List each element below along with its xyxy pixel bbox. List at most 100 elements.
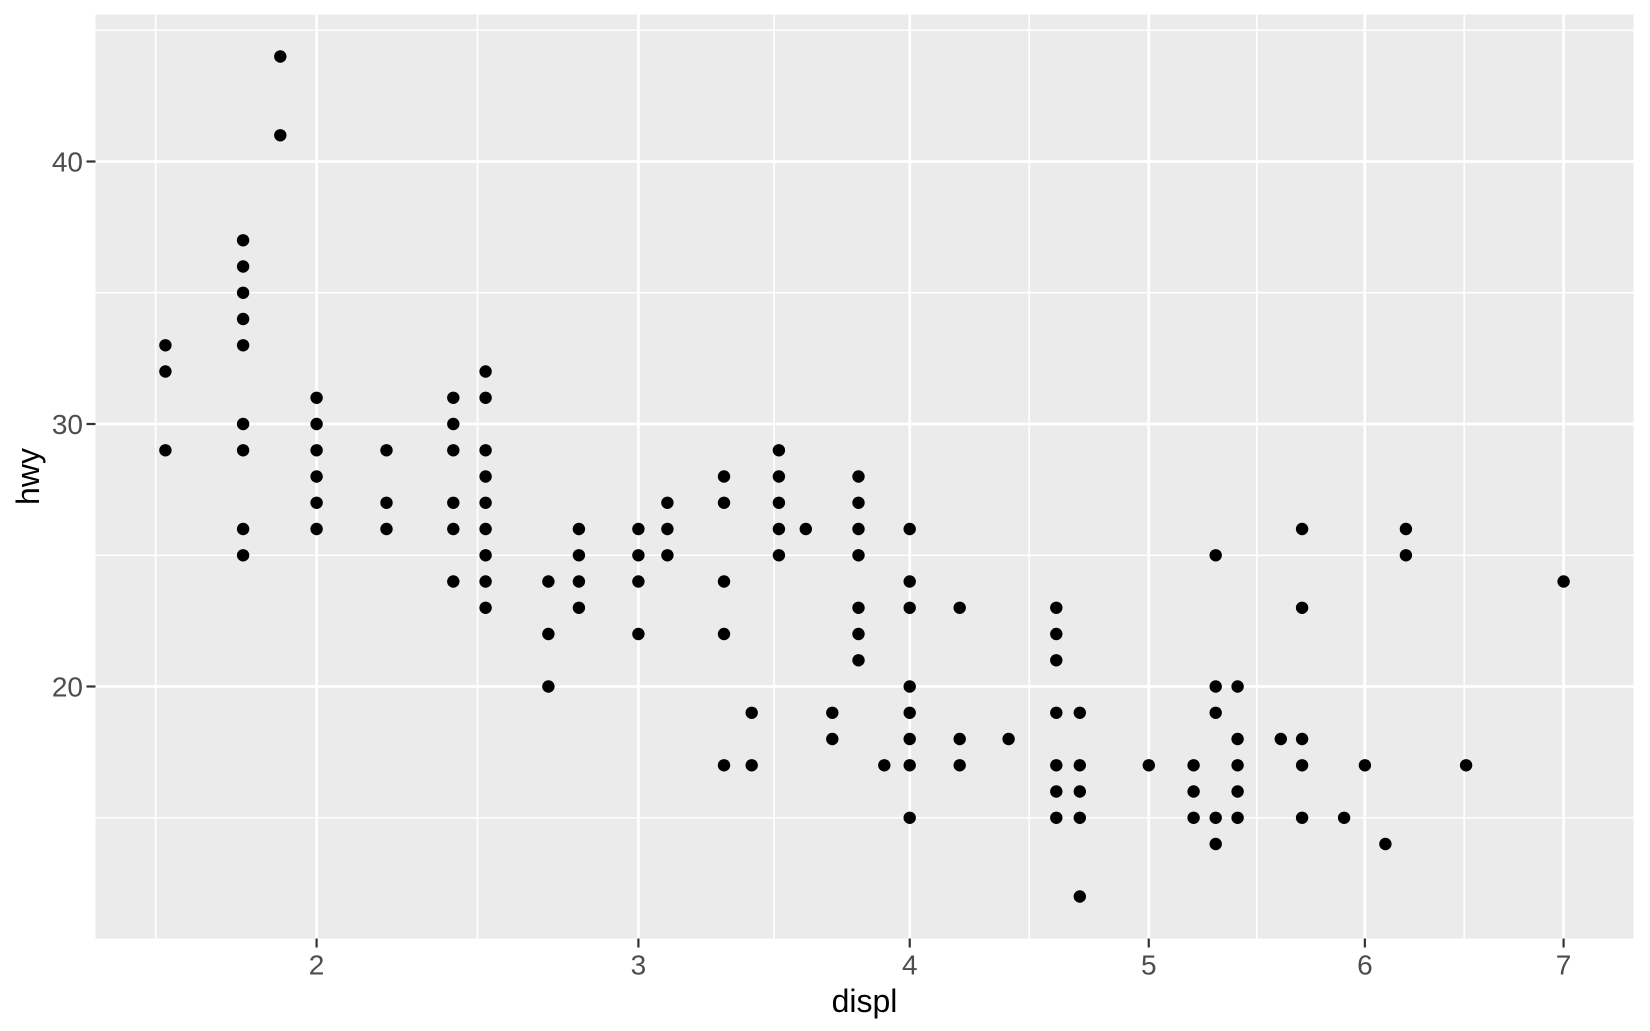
y-tick-label: 20 xyxy=(52,672,83,703)
data-point xyxy=(479,575,492,588)
data-point xyxy=(542,575,555,588)
data-point xyxy=(852,549,865,562)
data-point xyxy=(236,522,250,536)
data-point xyxy=(447,391,460,404)
x-tick-label: 2 xyxy=(309,950,325,981)
data-point xyxy=(1337,811,1351,824)
data-point xyxy=(1358,759,1372,772)
data-point xyxy=(1002,732,1015,746)
data-point xyxy=(1231,785,1244,798)
data-point xyxy=(953,601,966,614)
data-point xyxy=(1231,759,1244,772)
y-tick-label: 30 xyxy=(52,409,83,440)
data-point xyxy=(236,339,250,352)
data-point xyxy=(1295,522,1309,536)
data-point xyxy=(661,549,674,562)
data-point xyxy=(717,496,731,509)
data-point xyxy=(479,391,492,404)
data-point xyxy=(903,706,916,719)
data-point xyxy=(479,444,492,457)
data-point xyxy=(572,522,586,536)
data-point xyxy=(852,522,865,536)
data-point xyxy=(479,549,492,562)
data-point xyxy=(310,444,323,457)
data-point xyxy=(447,496,460,509)
data-point xyxy=(1050,627,1063,641)
data-point xyxy=(1295,811,1309,824)
data-point xyxy=(1050,785,1063,798)
data-point xyxy=(1557,575,1570,588)
data-point xyxy=(717,759,731,772)
data-point xyxy=(274,129,287,142)
data-point xyxy=(479,365,492,378)
data-point xyxy=(1231,732,1244,746)
data-point xyxy=(852,496,865,509)
data-point xyxy=(1274,732,1288,746)
x-axis-title: displ xyxy=(832,983,898,1019)
data-point xyxy=(447,444,460,457)
data-point xyxy=(799,522,812,536)
data-point xyxy=(1209,706,1222,719)
data-point xyxy=(903,522,916,536)
data-point xyxy=(1050,601,1063,614)
data-point xyxy=(479,601,492,614)
data-point xyxy=(953,732,966,746)
data-point xyxy=(717,627,731,641)
data-point xyxy=(903,680,916,693)
data-point xyxy=(1459,759,1473,772)
y-tick-label: 40 xyxy=(52,147,83,178)
data-point xyxy=(632,627,645,641)
data-points xyxy=(159,50,1570,903)
data-point xyxy=(479,522,492,536)
data-point xyxy=(310,391,323,404)
data-point xyxy=(772,470,786,483)
data-point xyxy=(447,575,460,588)
x-tick-label: 4 xyxy=(902,950,918,981)
data-point xyxy=(447,417,460,431)
data-point xyxy=(772,522,786,536)
y-axis-title: hwy xyxy=(10,448,46,505)
data-point xyxy=(1050,654,1063,667)
data-point xyxy=(1142,759,1156,772)
data-point xyxy=(1050,759,1063,772)
data-point xyxy=(542,680,555,693)
data-point xyxy=(878,759,891,772)
data-point xyxy=(953,759,966,772)
x-tick-label: 7 xyxy=(1556,950,1572,981)
data-point xyxy=(236,260,250,273)
data-point xyxy=(903,575,916,588)
data-point xyxy=(772,549,786,562)
x-tick-label: 6 xyxy=(1357,950,1373,981)
data-point xyxy=(903,759,916,772)
data-point xyxy=(1209,837,1222,851)
data-point xyxy=(745,759,758,772)
x-tick-label: 3 xyxy=(631,950,647,981)
data-point xyxy=(1073,890,1087,903)
data-point xyxy=(717,575,731,588)
data-point xyxy=(1295,601,1309,614)
data-point xyxy=(1399,549,1413,562)
data-point xyxy=(572,601,586,614)
data-point xyxy=(661,522,674,536)
data-point xyxy=(1295,759,1309,772)
data-point xyxy=(236,417,250,431)
data-point xyxy=(852,601,865,614)
data-point xyxy=(1399,522,1413,536)
data-point xyxy=(903,601,916,614)
data-point xyxy=(159,339,172,352)
data-point xyxy=(479,496,492,509)
data-point xyxy=(236,549,250,562)
data-point xyxy=(1231,811,1244,824)
data-point xyxy=(852,627,865,641)
data-point xyxy=(380,522,393,536)
data-point xyxy=(310,417,323,431)
data-point xyxy=(852,470,865,483)
data-point xyxy=(826,732,839,746)
data-point xyxy=(236,286,250,299)
data-point xyxy=(1209,811,1222,824)
data-point xyxy=(159,444,172,457)
data-point xyxy=(274,50,287,63)
data-point xyxy=(903,732,916,746)
